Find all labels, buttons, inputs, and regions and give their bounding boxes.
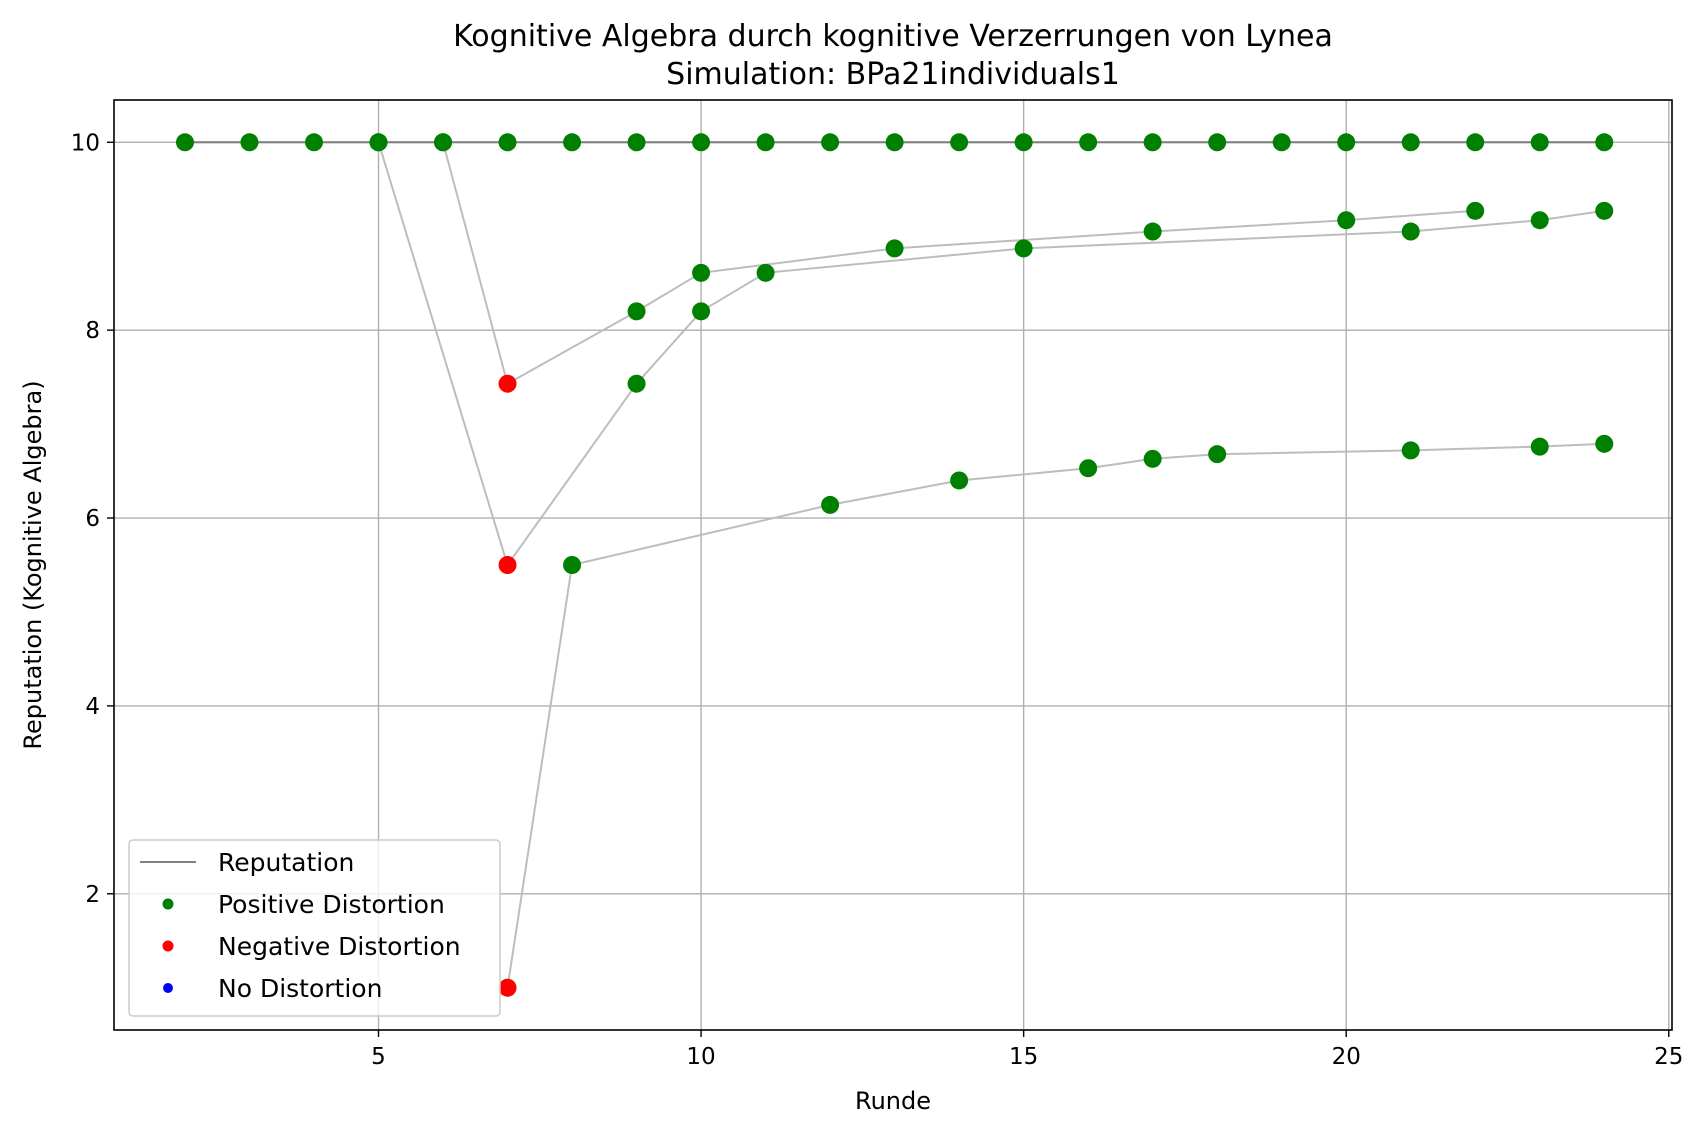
positive-distortion-point [1208,133,1227,152]
y-tick-label: 4 [85,694,100,720]
positive-distortion-point [1595,133,1614,152]
positive-distortion-point [1337,211,1356,230]
positive-distortion-point [627,374,646,393]
legend: Reputation Positive Distortion Negative … [128,839,501,1017]
positive-distortion-point [1401,222,1420,241]
legend-label-positive: Positive Distortion [218,890,445,919]
x-tick-label: 25 [1654,1044,1683,1070]
positive-distortion-point [1014,133,1033,152]
legend-box [128,839,501,1017]
positive-distortion-point [1079,133,1098,152]
positive-distortion-point [1401,441,1420,460]
legend-label-reputation: Reputation [218,848,354,877]
legend-negative-marker [162,940,174,952]
positive-distortion-point [692,133,711,152]
y-axis-label: Reputation (Kognitive Algebra) [19,380,47,749]
chart-title: Kognitive Algebra durch kognitive Verzer… [453,19,1333,54]
positive-distortion-point [369,133,388,152]
positive-distortion-point [1595,201,1614,220]
chart-subtitle: Simulation: BPa21individuals1 [666,57,1120,92]
positive-distortion-point [434,133,453,152]
positive-distortion-point [1014,239,1033,258]
positive-distortion-point [498,133,517,152]
positive-distortion-point [627,302,646,321]
y-tick-label: 2 [85,882,100,908]
positive-distortion-point [950,133,969,152]
positive-distortion-point [1530,133,1549,152]
positive-distortion-point [1143,133,1162,152]
series-line [442,142,1476,386]
positive-distortion-point [1143,222,1162,241]
plot-frame [113,99,1673,1031]
y-tick-label: 10 [71,130,100,156]
positive-distortion-point [563,556,582,574]
y-tick-label: 6 [85,506,100,532]
legend-label-negative: Negative Distortion [218,932,461,961]
legend-label-none: No Distortion [218,974,382,1003]
positive-distortion-point [1143,449,1162,468]
positive-distortion-point [692,302,711,321]
positive-distortion-point [1595,434,1614,453]
x-tick-label: 5 [371,1044,386,1070]
negative-distortion-point [498,374,517,393]
positive-distortion-point [950,471,969,490]
positive-distortion-point [1466,133,1485,152]
positive-distortion-point [1079,459,1098,478]
positive-distortion-point [821,495,840,514]
positive-distortion-point [1401,133,1420,152]
negative-distortion-point [498,556,517,574]
series-line [506,442,1605,988]
x-tick-label: 15 [1009,1044,1038,1070]
positive-distortion-point [756,263,775,282]
positive-distortion-point [627,133,646,152]
positive-distortion-point [240,133,259,152]
x-axis-label: Runde [855,1087,931,1115]
positive-distortion-point [885,239,904,258]
x-tick-label: 20 [1332,1044,1361,1070]
positive-distortion-point [885,133,904,152]
positive-distortion-point [756,133,775,152]
legend-positive-marker [162,898,174,910]
negative-distortion-point [498,978,517,997]
positive-distortion-point [1272,133,1291,152]
data-points [175,133,1614,997]
positive-distortion-point [1530,211,1549,230]
positive-distortion-point [1530,437,1549,456]
axis-ticks: 5 10 15 20 25 2 4 6 8 10 [71,130,1684,1070]
positive-distortion-point [304,133,323,152]
positive-distortion-point [563,133,582,152]
positive-distortion-point [692,263,711,282]
positive-distortion-point [1208,445,1227,464]
x-tick-label: 10 [686,1044,715,1070]
positive-distortion-point [821,133,840,152]
positive-distortion-point [175,133,194,152]
positive-distortion-point [1466,201,1485,220]
positive-distortion-point [1337,133,1356,152]
y-tick-label: 8 [85,318,100,344]
legend-none-marker [163,983,173,993]
